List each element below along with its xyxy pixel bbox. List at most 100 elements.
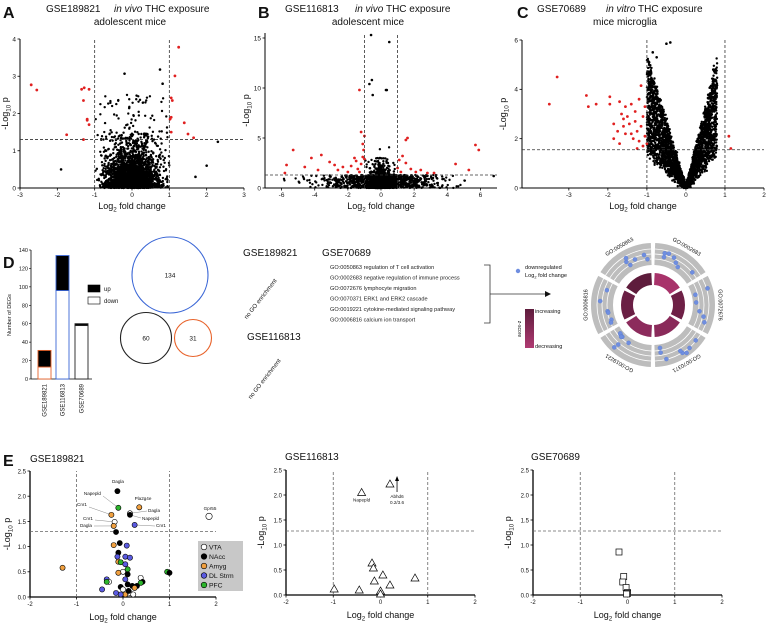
gene-point xyxy=(144,166,148,169)
gene-point xyxy=(121,146,125,149)
gene-point xyxy=(164,148,167,152)
gene-point xyxy=(152,174,156,178)
gene-point xyxy=(104,95,107,98)
gene-point xyxy=(376,171,380,174)
gene-point xyxy=(135,98,138,101)
gene-point xyxy=(141,101,144,104)
gene-point xyxy=(142,167,145,170)
gene-point xyxy=(152,151,155,155)
gene-point xyxy=(166,178,169,182)
gene-point xyxy=(129,155,132,158)
gene-point xyxy=(134,119,137,122)
gene-point xyxy=(108,139,112,143)
gene-point xyxy=(144,101,147,104)
gene-point xyxy=(137,150,141,153)
significant-gene-point xyxy=(65,133,69,137)
gene-point xyxy=(97,177,100,180)
gene-point xyxy=(137,178,140,181)
gene-point xyxy=(136,148,139,151)
gene-point xyxy=(131,150,134,153)
gene-point xyxy=(128,151,131,154)
gene-point xyxy=(117,155,120,158)
gene-point xyxy=(117,117,120,120)
gene-point xyxy=(137,110,140,114)
gene-point xyxy=(127,180,131,183)
gene-point xyxy=(149,169,152,172)
gene-point xyxy=(115,102,118,106)
gene-point xyxy=(142,144,146,147)
gene-point xyxy=(463,179,467,182)
gene-point xyxy=(95,167,99,171)
gene-point xyxy=(137,156,141,159)
gene-point xyxy=(130,172,133,175)
gene-point xyxy=(123,156,127,160)
gene-point xyxy=(452,186,455,190)
gene-point xyxy=(112,186,115,189)
gene-point xyxy=(136,145,140,149)
gene-point xyxy=(165,175,169,178)
gene-point xyxy=(148,95,152,98)
gene-point xyxy=(424,180,428,183)
gene-point xyxy=(146,183,150,186)
gene-point xyxy=(164,168,168,171)
y-tick-label: 10 xyxy=(254,85,262,92)
gene-point xyxy=(120,156,124,160)
gene-point xyxy=(124,186,127,189)
gene-point xyxy=(311,183,314,186)
gene-point xyxy=(136,131,139,134)
gene-point xyxy=(143,162,147,165)
gene-point xyxy=(160,151,163,154)
y-tick-label: 1 xyxy=(12,148,16,155)
gene-point xyxy=(141,170,145,174)
gene-point xyxy=(134,139,138,143)
gene-point xyxy=(370,158,373,162)
gene-point xyxy=(294,177,297,180)
gene-point xyxy=(143,114,147,117)
gene-point xyxy=(105,149,108,152)
gene-point xyxy=(139,145,142,148)
gene-point xyxy=(152,118,156,122)
gene-point xyxy=(339,181,342,185)
x-tick-label: 4 xyxy=(445,192,449,199)
gene-point xyxy=(155,174,158,177)
gene-point xyxy=(140,132,143,136)
gene-point xyxy=(99,102,102,106)
gene-point xyxy=(100,160,104,164)
gene-point xyxy=(387,146,391,149)
gene-point xyxy=(194,175,197,179)
gene-point xyxy=(115,155,118,159)
significant-gene-point xyxy=(186,132,190,136)
gene-point xyxy=(117,143,120,146)
gene-point xyxy=(102,185,105,188)
gene-point xyxy=(122,170,125,173)
gene-point xyxy=(102,167,105,170)
gene-point xyxy=(149,117,152,120)
gene-point xyxy=(111,180,114,183)
gene-point xyxy=(431,176,435,180)
gene-point xyxy=(440,175,444,178)
gene-point xyxy=(140,176,143,179)
gene-point xyxy=(161,176,165,180)
gene-point xyxy=(125,174,128,177)
gene-point xyxy=(159,163,163,166)
gene-point xyxy=(117,99,120,102)
gene-point xyxy=(140,159,144,163)
gene-point xyxy=(109,129,112,132)
gene-point xyxy=(428,186,432,189)
gene-point xyxy=(127,168,130,172)
gene-point xyxy=(158,166,162,169)
gene-point xyxy=(132,176,136,179)
gene-point xyxy=(110,104,114,108)
gene-point xyxy=(144,158,148,161)
gene-point xyxy=(150,134,153,138)
gene-point xyxy=(148,126,151,129)
gene-point xyxy=(112,148,115,151)
x-axis-label: Log2 fold change xyxy=(98,201,166,214)
gene-point xyxy=(121,166,125,169)
gene-point xyxy=(119,168,122,171)
gene-point xyxy=(149,186,153,189)
gene-point xyxy=(120,172,123,175)
gene-point xyxy=(143,170,147,174)
gene-point xyxy=(135,142,139,145)
